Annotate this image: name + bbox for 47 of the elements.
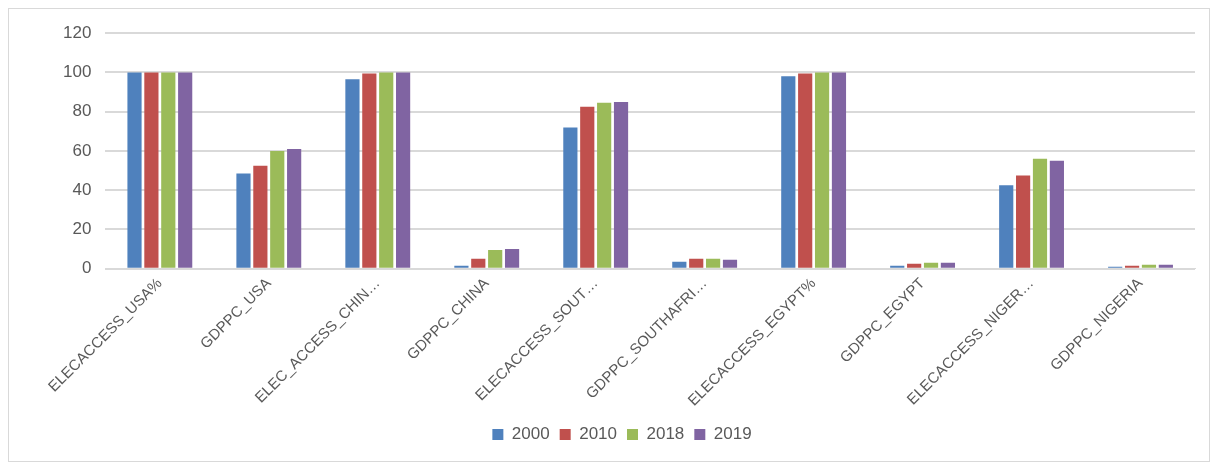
bar: [362, 73, 377, 268]
legend-label: 2018: [646, 424, 685, 444]
bar: [999, 185, 1014, 268]
bar: [814, 72, 830, 268]
bar: [563, 127, 578, 268]
bar: [178, 72, 193, 268]
bar: [236, 173, 251, 268]
bar: [488, 250, 503, 268]
bar: [253, 165, 268, 268]
y-tick-label: 0: [81, 258, 92, 278]
bar: [597, 102, 612, 268]
bar: [923, 262, 939, 268]
bar: [127, 72, 142, 268]
bar: [722, 259, 738, 268]
bar: [781, 76, 796, 268]
bar: [1032, 158, 1048, 268]
bar: [831, 72, 847, 268]
legend-label: 2010: [579, 424, 618, 444]
bar: [471, 258, 486, 268]
y-tick-label: 40: [72, 179, 92, 199]
bar: [940, 262, 956, 268]
bar: [1158, 264, 1173, 268]
bar: [613, 101, 629, 268]
bar: [798, 73, 813, 268]
bar: [689, 258, 704, 268]
y-tick-label: 80: [72, 101, 92, 121]
y-tick-label: 100: [62, 62, 92, 82]
y-tick-label: 20: [72, 219, 92, 239]
bar: [396, 72, 411, 268]
bar: [270, 150, 285, 268]
bar: [1016, 175, 1031, 268]
legend-label: 2000: [511, 424, 550, 444]
bar: [580, 106, 595, 268]
bar: [287, 148, 302, 268]
bar: [144, 72, 159, 268]
legend-label: 2019: [713, 424, 752, 444]
y-tick-label: 120: [62, 22, 92, 42]
bar: [1049, 160, 1064, 268]
bar: [1141, 264, 1157, 268]
bar: [706, 258, 721, 268]
bar: [345, 79, 360, 268]
bar: [379, 72, 394, 268]
y-tick-label: 60: [72, 140, 92, 160]
bar: [504, 249, 520, 268]
bar: [672, 261, 687, 268]
bar: [907, 263, 922, 268]
bar: [161, 72, 176, 268]
